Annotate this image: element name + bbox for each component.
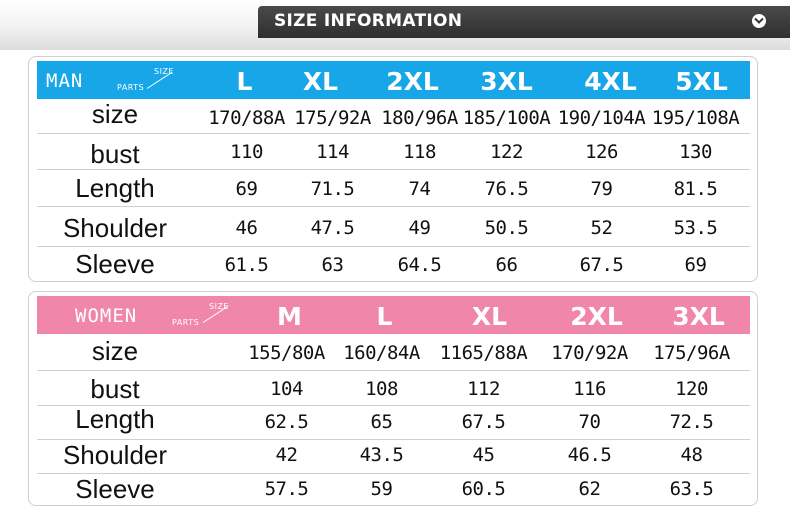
corner-size-label: SIZE bbox=[154, 67, 174, 76]
table-cell: 185/100A bbox=[462, 107, 551, 129]
table-cell: 66 bbox=[495, 254, 518, 276]
table-cell: 61.5 bbox=[224, 254, 269, 276]
size-header-3xl: 3XL bbox=[672, 302, 725, 331]
row-label-length: Length bbox=[75, 404, 155, 434]
table-cell: 122 bbox=[490, 141, 523, 163]
table-cell: 50.5 bbox=[484, 217, 529, 239]
header-bar: SIZE INFORMATION bbox=[0, 0, 790, 50]
table-cell: 59 bbox=[370, 478, 393, 500]
table-cell: 62 bbox=[578, 478, 601, 500]
table-cell: 45 bbox=[472, 444, 495, 466]
man-title: MAN bbox=[46, 70, 84, 92]
table-cell: 175/96A bbox=[653, 342, 730, 364]
corner-parts-label: PARTS bbox=[117, 83, 145, 92]
row-label-bust: bust bbox=[90, 139, 140, 169]
table-cell: 155/80A bbox=[248, 342, 325, 364]
table-cell: 69 bbox=[235, 178, 258, 200]
table-cell: 160/84A bbox=[343, 342, 420, 364]
row-label-size: size bbox=[91, 336, 139, 366]
table-cell: 79 bbox=[590, 178, 613, 200]
table-cell: 114 bbox=[316, 141, 349, 163]
row-label-sleeve: Sleeve bbox=[75, 474, 155, 504]
row-label-length: Length bbox=[75, 173, 155, 203]
table-cell: 175/92A bbox=[294, 107, 371, 129]
table-cell: 108 bbox=[365, 378, 398, 400]
table-cell: 49 bbox=[408, 217, 431, 239]
size-header-m: M bbox=[277, 302, 302, 331]
table-cell: 110 bbox=[230, 141, 263, 163]
size-header-xl: XL bbox=[302, 67, 339, 96]
table-cell: 170/88A bbox=[208, 107, 285, 129]
man-header-band: MAN SIZE PARTS L XL 2XL 3XL 4XL 5XL bbox=[37, 61, 750, 99]
row-divider bbox=[37, 439, 750, 440]
table-cell: 46.5 bbox=[567, 444, 612, 466]
table-cell: 74 bbox=[408, 178, 431, 200]
size-header-2xl: 2XL bbox=[570, 302, 623, 331]
table-cell: 53.5 bbox=[673, 217, 718, 239]
size-header-5xl: 5XL bbox=[675, 67, 728, 96]
header-tab bbox=[258, 6, 790, 38]
table-cell: 42 bbox=[275, 444, 298, 466]
table-cell: 48 bbox=[680, 444, 703, 466]
row-label-size: size bbox=[91, 99, 139, 129]
size-header-l: L bbox=[236, 67, 253, 96]
table-cell: 71.5 bbox=[310, 178, 355, 200]
table-cell: 65 bbox=[370, 411, 393, 433]
chevron-down-icon[interactable] bbox=[752, 14, 766, 28]
table-cell: 170/92A bbox=[551, 342, 628, 364]
table-cell: 63 bbox=[321, 254, 344, 276]
table-cell: 69 bbox=[684, 254, 707, 276]
corner-parts-label: PARTS bbox=[172, 318, 200, 327]
table-cell: 43.5 bbox=[359, 444, 404, 466]
table-cell: 195/108A bbox=[651, 107, 740, 129]
row-divider bbox=[37, 246, 750, 247]
table-cell: 67.5 bbox=[579, 254, 624, 276]
row-label-sleeve: Sleeve bbox=[75, 249, 155, 279]
women-header-band: WOMEN SIZE PARTS M L XL 2XL 3XL bbox=[37, 296, 750, 334]
size-header-2xl: 2XL bbox=[386, 67, 439, 96]
table-cell: 120 bbox=[675, 378, 708, 400]
row-label-shoulder: Shoulder bbox=[62, 440, 168, 470]
table-cell: 70 bbox=[578, 411, 601, 433]
corner-size-label: SIZE bbox=[209, 302, 229, 311]
page-title: SIZE INFORMATION bbox=[274, 11, 463, 31]
table-cell: 118 bbox=[403, 141, 436, 163]
size-header-3xl: 3XL bbox=[480, 67, 533, 96]
table-cell: 60.5 bbox=[461, 478, 506, 500]
table-cell: 190/104A bbox=[557, 107, 646, 129]
table-cell: 63.5 bbox=[669, 478, 714, 500]
table-cell: 47.5 bbox=[310, 217, 355, 239]
table-cell: 57.5 bbox=[264, 478, 309, 500]
table-cell: 52 bbox=[590, 217, 613, 239]
women-size-table: WOMEN SIZE PARTS M L XL 2XL 3XL size 155… bbox=[28, 291, 758, 506]
row-divider bbox=[37, 206, 750, 207]
table-cell: 104 bbox=[270, 378, 303, 400]
row-divider bbox=[37, 370, 750, 371]
size-header-l: L bbox=[376, 302, 393, 331]
table-cell: 112 bbox=[467, 378, 500, 400]
women-title: WOMEN bbox=[75, 305, 138, 327]
table-cell: 180/96A bbox=[381, 107, 458, 129]
table-cell: 62.5 bbox=[264, 411, 309, 433]
row-divider bbox=[37, 405, 750, 406]
table-cell: 116 bbox=[573, 378, 606, 400]
size-header-xl: XL bbox=[471, 302, 508, 331]
table-cell: 76.5 bbox=[484, 178, 529, 200]
table-cell: 130 bbox=[679, 141, 712, 163]
table-cell: 72.5 bbox=[669, 411, 714, 433]
table-cell: 67.5 bbox=[461, 411, 506, 433]
table-cell: 81.5 bbox=[673, 178, 718, 200]
table-cell: 64.5 bbox=[397, 254, 442, 276]
table-cell: 46 bbox=[235, 217, 258, 239]
row-label-shoulder: Shoulder bbox=[62, 213, 168, 243]
table-cell: 1165/88A bbox=[439, 342, 528, 364]
table-cell: 126 bbox=[585, 141, 618, 163]
row-label-bust: bust bbox=[90, 374, 140, 404]
row-divider bbox=[37, 473, 750, 474]
row-divider bbox=[37, 169, 750, 170]
size-header-4xl: 4XL bbox=[584, 67, 637, 96]
row-divider bbox=[37, 133, 750, 134]
man-size-table: MAN SIZE PARTS L XL 2XL 3XL 4XL 5XL size… bbox=[28, 56, 758, 282]
